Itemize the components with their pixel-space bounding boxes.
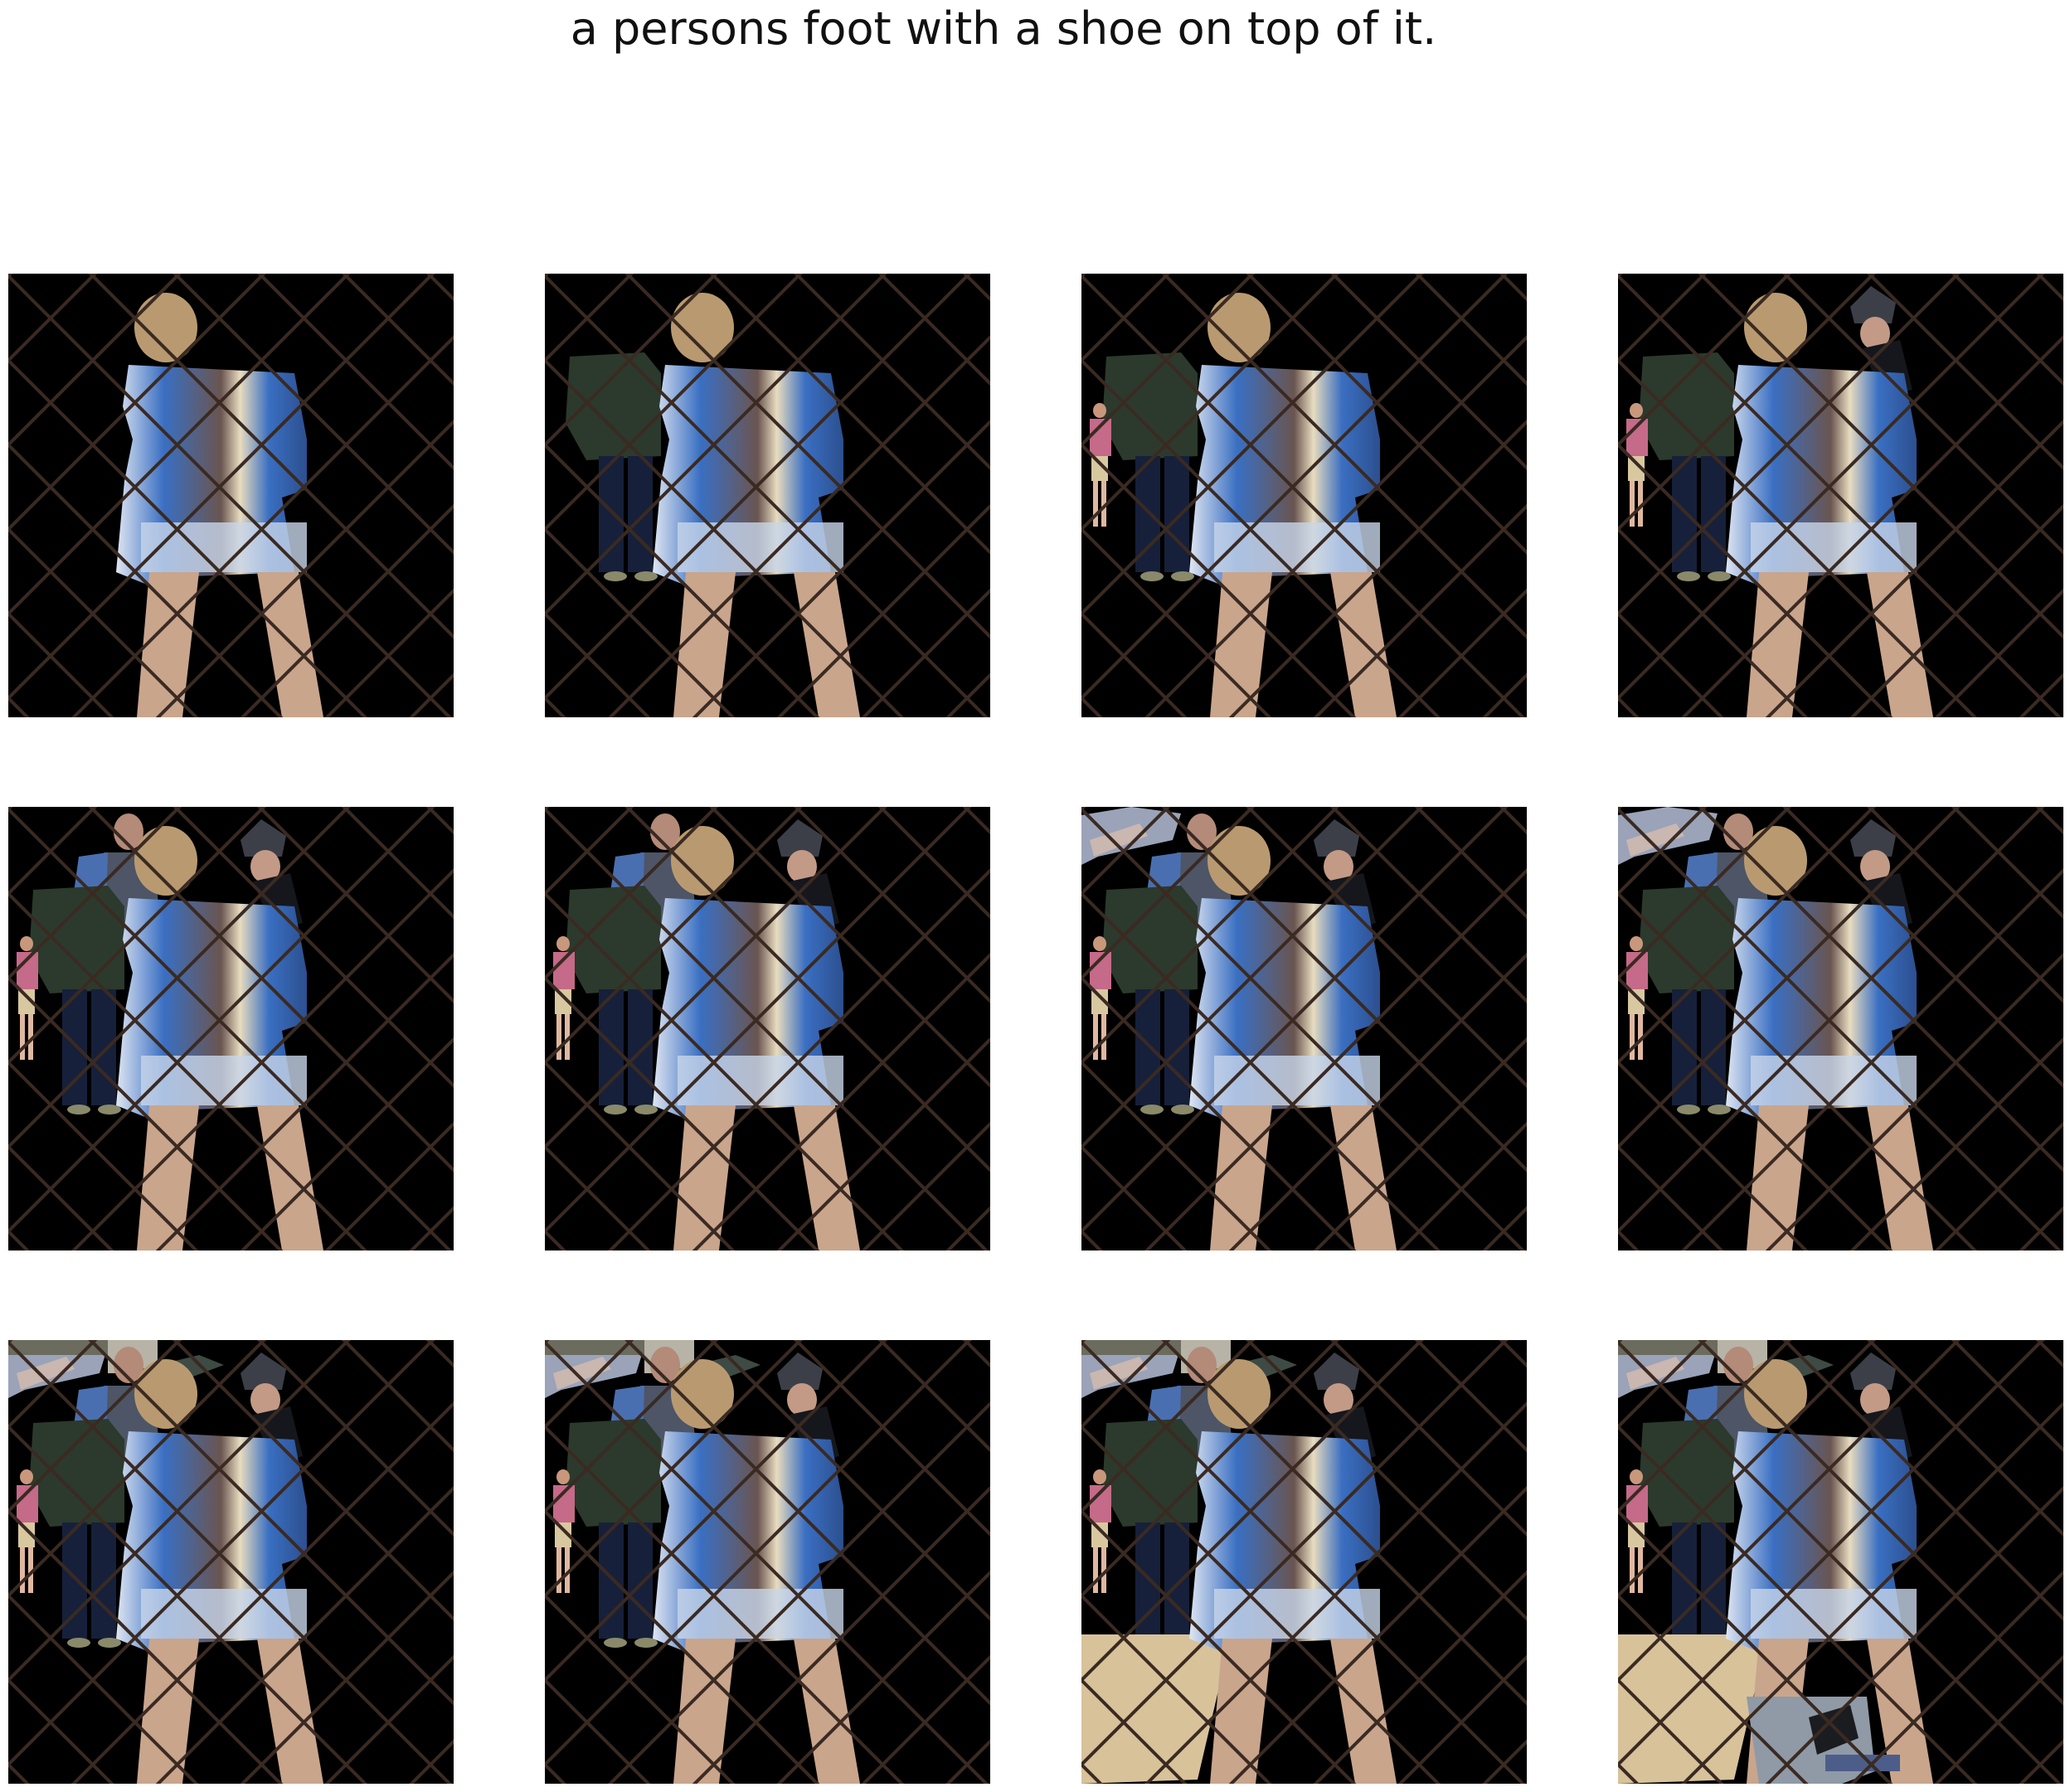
chain-link-fence xyxy=(8,807,454,1251)
chain-link-fence xyxy=(545,807,990,1251)
image-tile xyxy=(8,1340,454,1784)
image-tile xyxy=(1618,274,2063,717)
image-tile xyxy=(545,274,990,717)
tile-image xyxy=(1618,274,2063,717)
image-tile xyxy=(545,807,990,1251)
image-tile xyxy=(1618,807,2063,1251)
chain-link-fence xyxy=(8,1340,454,1784)
image-tile xyxy=(8,274,454,717)
chain-link-fence xyxy=(1081,807,1527,1251)
image-tile xyxy=(545,1340,990,1784)
chain-link-fence xyxy=(1081,274,1527,717)
tile-image xyxy=(1081,1340,1527,1784)
tile-image xyxy=(8,1340,454,1784)
tile-image xyxy=(8,807,454,1251)
image-tile xyxy=(1081,807,1527,1251)
tile-image xyxy=(1618,1340,2063,1784)
chain-link-fence xyxy=(1618,274,2063,717)
tile-image xyxy=(1618,807,2063,1251)
chain-link-fence xyxy=(545,274,990,717)
figure-title: a persons foot with a shoe on top of it. xyxy=(570,2,1437,55)
tile-image xyxy=(8,274,454,717)
tile-image xyxy=(545,274,990,717)
image-tile xyxy=(8,807,454,1251)
tile-image xyxy=(545,807,990,1251)
chain-link-fence xyxy=(1618,807,2063,1251)
tile-image xyxy=(545,1340,990,1784)
image-tile xyxy=(1618,1340,2063,1784)
chain-link-fence xyxy=(1618,1340,2063,1784)
tile-image xyxy=(1081,274,1527,717)
image-tile xyxy=(1081,1340,1527,1784)
chain-link-fence xyxy=(545,1340,990,1784)
tile-image xyxy=(1081,807,1527,1251)
chain-link-fence xyxy=(1081,1340,1527,1784)
image-tile xyxy=(1081,274,1527,717)
chain-link-fence xyxy=(8,274,454,717)
